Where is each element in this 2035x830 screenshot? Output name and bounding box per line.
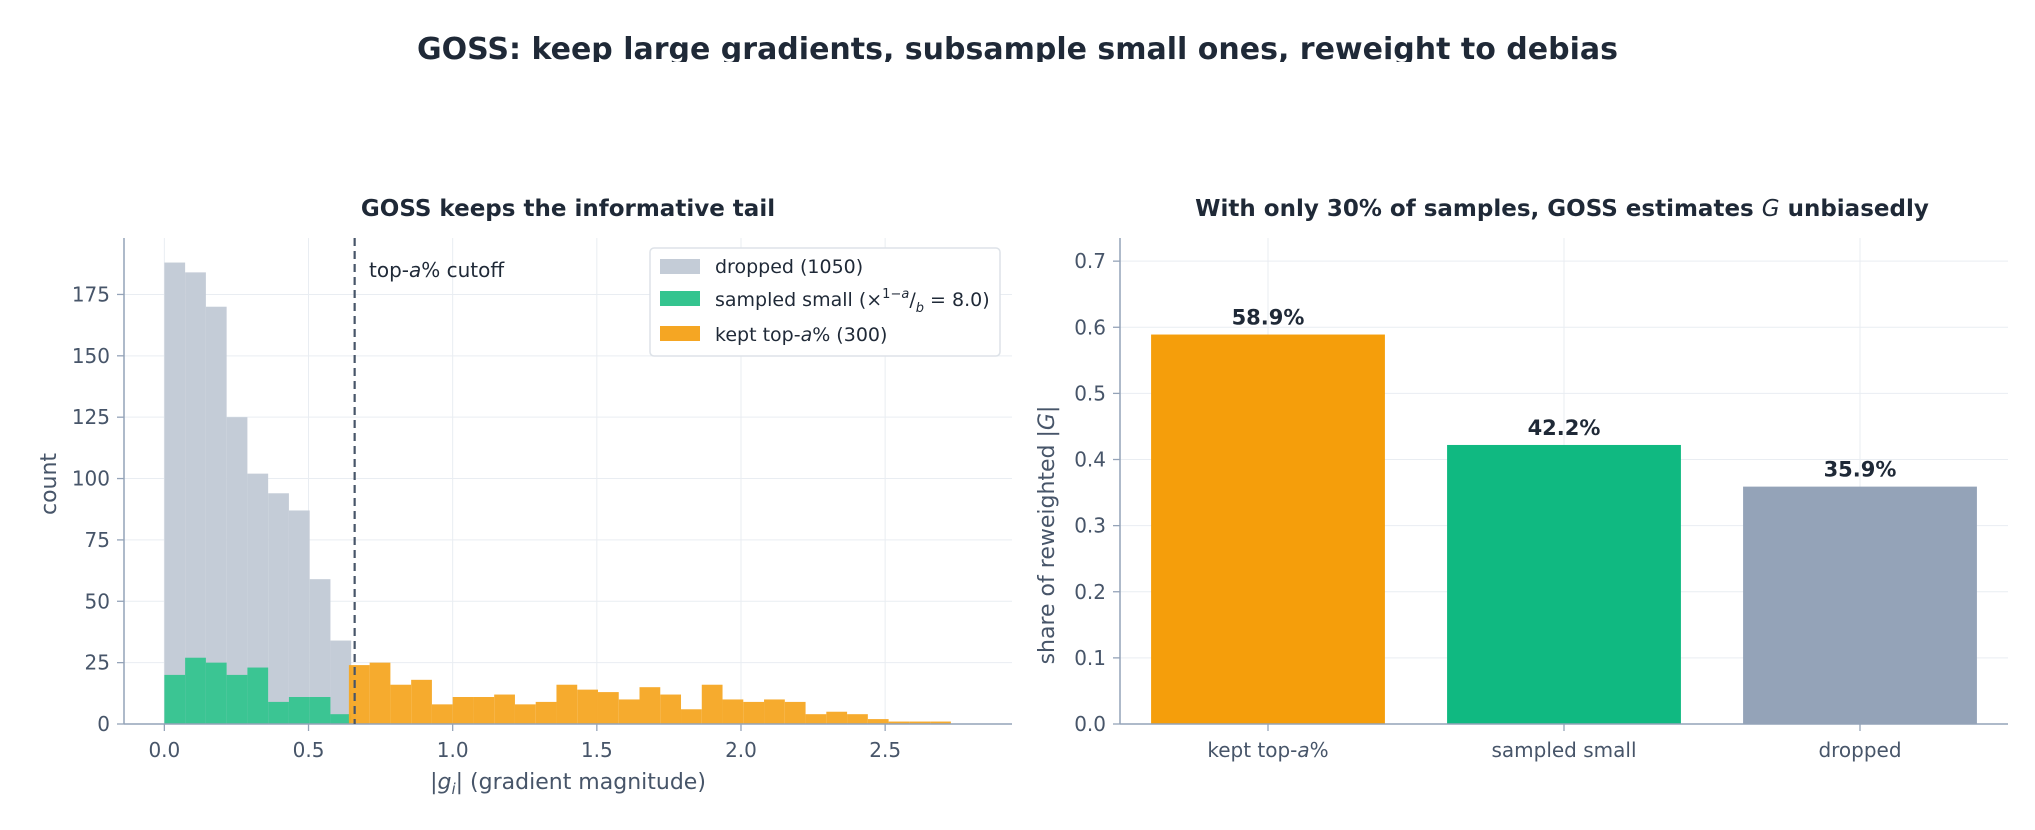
hist-bar-kept <box>390 684 412 724</box>
hist-ytick-label: 100 <box>72 467 110 491</box>
hist-bar-kept <box>660 694 682 724</box>
hist-legend: dropped (1050) sampled small (×1−a/b = 8… <box>649 247 1001 357</box>
figure-title: GOSS: keep large gradients, subsample sm… <box>417 32 1618 62</box>
hist-bar-kept <box>411 679 432 724</box>
hist-bar-dropped <box>185 272 206 724</box>
hist-bar-dropped <box>247 473 269 724</box>
hist-bar-dropped <box>164 262 186 724</box>
hist-xtick-label: 0.5 <box>293 738 325 762</box>
hist-bar-dropped <box>205 306 227 724</box>
hist-bar-sampled <box>309 697 331 724</box>
hist-bar-kept <box>701 684 723 724</box>
hist-bar-kept <box>888 721 910 724</box>
hist-bar-dropped <box>309 579 331 724</box>
hist-bar-kept <box>681 709 702 724</box>
hist-ytick-label: 50 <box>85 589 110 613</box>
hist-bar-kept <box>867 719 889 724</box>
hist-bar-sampled <box>164 674 186 724</box>
share-bar-sampled <box>1447 444 1681 724</box>
share-value-label-sampled: 42.2% <box>1528 416 1601 440</box>
share-value-label-kept: 58.9% <box>1232 306 1305 330</box>
hist-bar-dropped <box>288 510 310 724</box>
legend-swatch-kept <box>660 326 700 341</box>
hist-bar-dropped <box>268 493 289 724</box>
hist-xlabel: |gi| (gradient magnitude) <box>430 770 706 798</box>
cutoff-label: top-a% cutoff <box>369 258 505 282</box>
hist-bar-kept <box>826 711 848 724</box>
hist-xtick-label: 2.5 <box>869 738 901 762</box>
hist-bar-kept <box>597 692 619 724</box>
share-xtick-label-dropped: dropped <box>1818 738 1901 762</box>
hist-bar-kept <box>577 689 598 724</box>
hist-bar-kept <box>722 699 744 724</box>
legend-label-kept: kept top-a% (300) <box>715 324 887 346</box>
hist-xtick-label: 0.0 <box>148 738 180 762</box>
legend-label-dropped: dropped (1050) <box>715 256 863 278</box>
hist-bar-kept <box>639 687 661 724</box>
hist-bar-dropped <box>226 417 248 724</box>
hist-ytick-label: 175 <box>72 282 110 306</box>
hist-bar-kept <box>452 697 474 724</box>
share-ytick-label: 0.0 <box>1074 712 1106 736</box>
hist-bar-kept <box>743 701 765 724</box>
share-xtick-label-kept: kept top-a% <box>1207 738 1328 762</box>
hist-bar-kept <box>514 704 536 724</box>
share-ytick-label: 0.1 <box>1074 646 1106 670</box>
hist-bar-kept <box>494 694 515 724</box>
hist-bar-sampled <box>288 697 310 724</box>
hist-bar-sampled <box>185 657 206 724</box>
hist-bar-dropped <box>330 640 352 724</box>
hist-ytick-label: 150 <box>72 344 110 368</box>
hist-bar-sampled <box>330 714 352 724</box>
hist-ytick-label: 0 <box>97 712 110 736</box>
hist-bar-kept <box>930 721 951 724</box>
share-ytick-label: 0.2 <box>1074 580 1106 604</box>
hist-bar-kept <box>764 699 785 724</box>
share-ylabel: share of reweighted |G| <box>1035 406 1060 665</box>
hist-title: GOSS keeps the informative tail <box>361 196 775 222</box>
hist-xtick-label: 2.0 <box>725 738 757 762</box>
share-ytick-label: 0.6 <box>1074 315 1106 339</box>
hist-bar-kept <box>784 701 806 724</box>
share-ytick-label: 0.4 <box>1074 448 1106 472</box>
hist-xtick-label: 1.0 <box>437 738 469 762</box>
share-ytick-label: 0.3 <box>1074 514 1106 538</box>
hist-bar-sampled <box>226 674 248 724</box>
hist-bar-kept <box>369 662 391 724</box>
hist-bar-kept <box>847 714 868 724</box>
hist-bar-kept <box>805 714 827 724</box>
hist-bar-kept <box>618 699 640 724</box>
hist-ytick-label: 125 <box>72 405 110 429</box>
hist-ylabel: count <box>37 453 62 515</box>
hist-xtick-label: 1.5 <box>581 738 613 762</box>
hist-bar-sampled <box>268 701 289 724</box>
share-title: With only 30% of samples, GOSS estimates… <box>1195 196 1929 222</box>
hist-bar-sampled <box>247 667 269 724</box>
share-xtick-label-sampled: sampled small <box>1491 738 1636 762</box>
legend-swatch-sampled <box>660 291 700 306</box>
hist-bar-kept <box>473 697 495 724</box>
hist-bar-sampled <box>205 662 227 724</box>
share-ytick-label: 0.5 <box>1074 381 1106 405</box>
share-bar-dropped <box>1743 486 1977 724</box>
legend-frame <box>649 247 1001 357</box>
share-value-label-dropped: 35.9% <box>1824 458 1897 482</box>
share-bar-kept <box>1151 334 1385 724</box>
hist-bar-kept <box>535 701 557 724</box>
hist-bar-kept <box>556 684 578 724</box>
legend-swatch-dropped <box>660 259 700 274</box>
hist-ytick-label: 75 <box>85 528 110 552</box>
share-ytick-label: 0.7 <box>1074 249 1106 273</box>
hist-bar-kept <box>431 704 453 724</box>
hist-ytick-label: 25 <box>85 651 110 675</box>
hist-bar-kept <box>909 721 931 724</box>
